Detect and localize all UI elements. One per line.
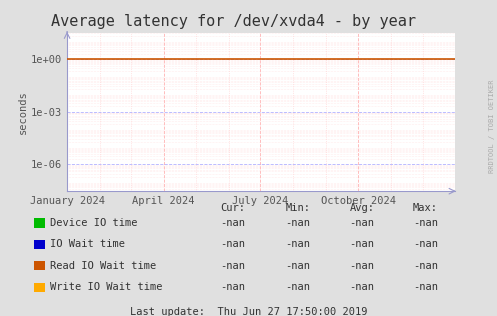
Text: -nan: -nan (349, 218, 374, 228)
Text: -nan: -nan (413, 261, 438, 271)
Text: Cur:: Cur: (220, 203, 245, 213)
Text: -nan: -nan (220, 218, 245, 228)
Text: Min:: Min: (286, 203, 311, 213)
Text: -nan: -nan (413, 239, 438, 249)
Text: -nan: -nan (220, 282, 245, 292)
Text: Average latency for /dev/xvda4 - by year: Average latency for /dev/xvda4 - by year (51, 14, 416, 29)
Text: Last update:  Thu Jun 27 17:50:00 2019: Last update: Thu Jun 27 17:50:00 2019 (130, 307, 367, 316)
Text: -nan: -nan (413, 282, 438, 292)
Text: Write IO Wait time: Write IO Wait time (50, 282, 162, 292)
Text: -nan: -nan (286, 218, 311, 228)
Text: -nan: -nan (220, 239, 245, 249)
Text: -nan: -nan (349, 239, 374, 249)
Text: Max:: Max: (413, 203, 438, 213)
Y-axis label: seconds: seconds (18, 90, 28, 134)
Text: -nan: -nan (413, 218, 438, 228)
Text: Avg:: Avg: (349, 203, 374, 213)
Text: -nan: -nan (220, 261, 245, 271)
Text: Device IO time: Device IO time (50, 218, 137, 228)
Text: -nan: -nan (349, 282, 374, 292)
Text: -nan: -nan (349, 261, 374, 271)
Text: -nan: -nan (286, 282, 311, 292)
Text: -nan: -nan (286, 261, 311, 271)
Text: Read IO Wait time: Read IO Wait time (50, 261, 156, 271)
Text: -nan: -nan (286, 239, 311, 249)
Text: IO Wait time: IO Wait time (50, 239, 125, 249)
Text: RRDTOOL / TOBI OETIKER: RRDTOOL / TOBI OETIKER (489, 80, 495, 173)
